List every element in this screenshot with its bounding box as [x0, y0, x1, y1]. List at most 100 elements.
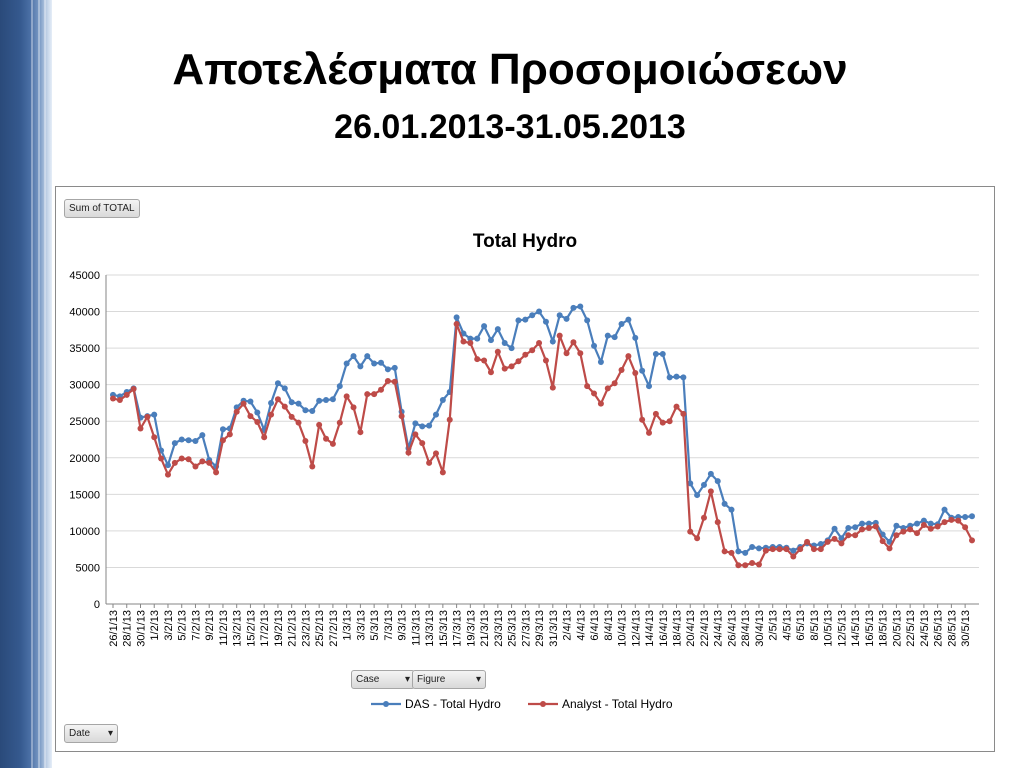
data-point: [185, 437, 192, 444]
x-tick-label: 28/5/13: [946, 610, 958, 647]
data-point: [728, 506, 735, 513]
data-point: [254, 418, 261, 425]
data-point: [336, 383, 343, 390]
data-point: [453, 314, 460, 321]
data-point: [556, 312, 563, 319]
x-tick-label: 18/5/13: [878, 610, 890, 647]
data-point: [824, 538, 831, 545]
data-point: [563, 315, 570, 322]
data-point: [797, 546, 804, 553]
data-point: [171, 459, 178, 466]
data-point: [838, 535, 845, 542]
data-point: [515, 317, 522, 324]
data-point: [288, 399, 295, 406]
data-point: [549, 338, 556, 345]
data-point: [323, 397, 330, 404]
side-bar-stripe: [31, 0, 33, 768]
side-bar-stripe: [38, 0, 40, 768]
x-tick-label: 27/2/13: [328, 610, 340, 647]
data-point: [914, 520, 921, 527]
data-point: [872, 523, 879, 530]
data-point: [412, 431, 419, 438]
data-point: [151, 434, 158, 441]
data-point: [714, 519, 721, 526]
data-point: [714, 478, 721, 485]
data-point: [831, 535, 838, 542]
data-point: [467, 335, 474, 342]
data-point: [481, 357, 488, 364]
data-point: [611, 334, 618, 341]
data-point: [790, 553, 797, 560]
data-point: [213, 469, 220, 476]
data-point: [158, 455, 165, 462]
y-tick-label: 45000: [69, 270, 100, 282]
sum-of-total-button[interactable]: Sum of TOTAL: [64, 199, 140, 218]
x-tick-label: 4/5/13: [781, 610, 793, 641]
data-point: [577, 303, 584, 310]
x-tick-label: 8/4/13: [603, 610, 615, 641]
y-tick-label: 5000: [76, 562, 100, 574]
data-point: [446, 416, 453, 423]
figure-button-label: Figure: [417, 674, 446, 685]
data-point: [570, 339, 577, 346]
x-tick-label: 8/5/13: [809, 610, 821, 641]
data-point: [618, 367, 625, 374]
data-point: [192, 437, 199, 444]
slide-subtitle: 26.01.2013-31.05.2013: [334, 108, 686, 146]
data-point: [646, 383, 653, 390]
x-tick-label: 4/4/13: [575, 610, 587, 641]
data-point: [969, 513, 975, 520]
data-point: [865, 524, 872, 531]
data-point: [749, 543, 756, 550]
slide-side-bar: [0, 0, 52, 768]
data-point: [522, 316, 529, 323]
x-tick-label: 24/5/13: [919, 610, 931, 647]
x-tick-label: 18/4/13: [672, 610, 684, 647]
data-point: [591, 342, 598, 349]
data-point: [487, 337, 494, 344]
legend-label: Analyst - Total Hydro: [562, 697, 673, 711]
data-point: [680, 374, 687, 381]
data-point: [357, 363, 364, 370]
data-point: [529, 312, 536, 319]
data-point: [302, 437, 309, 444]
data-point: [474, 335, 481, 342]
x-tick-label: 29/3/13: [534, 610, 546, 647]
data-point: [659, 350, 666, 357]
data-point: [384, 366, 391, 373]
data-point: [632, 334, 639, 341]
x-tick-label: 2/5/13: [768, 610, 780, 641]
data-point: [673, 403, 680, 410]
x-tick-label: 25/3/13: [507, 610, 519, 647]
data-point: [274, 380, 281, 387]
data-point: [199, 432, 206, 439]
legend-label: DAS - Total Hydro: [405, 697, 501, 711]
date-filter-button[interactable]: Date ▾: [64, 724, 118, 743]
data-point: [460, 338, 467, 345]
data-point: [838, 540, 845, 547]
data-point: [185, 456, 192, 463]
data-point: [233, 408, 240, 415]
case-filter-button[interactable]: Case ▾: [351, 670, 415, 689]
y-tick-label: 10000: [69, 526, 100, 538]
data-point: [508, 345, 515, 352]
data-point: [845, 532, 852, 539]
data-point: [776, 546, 783, 553]
data-point: [536, 308, 543, 315]
x-tick-label: 21/3/13: [479, 610, 491, 647]
x-tick-label: 11/3/13: [410, 610, 422, 646]
chart-title: Total Hydro: [472, 231, 578, 252]
data-point: [687, 480, 694, 487]
data-point: [563, 350, 570, 357]
data-point: [116, 397, 123, 404]
figure-filter-button[interactable]: Figure ▾: [412, 670, 486, 689]
data-point: [171, 440, 178, 447]
data-point: [721, 548, 728, 555]
x-tick-label: 5/3/13: [369, 610, 381, 641]
y-tick-label: 25000: [69, 416, 100, 428]
data-point: [673, 373, 680, 380]
data-point: [316, 421, 323, 428]
x-tick-label: 1/3/13: [342, 610, 354, 641]
series-line: [112, 323, 973, 567]
data-point: [749, 560, 756, 567]
